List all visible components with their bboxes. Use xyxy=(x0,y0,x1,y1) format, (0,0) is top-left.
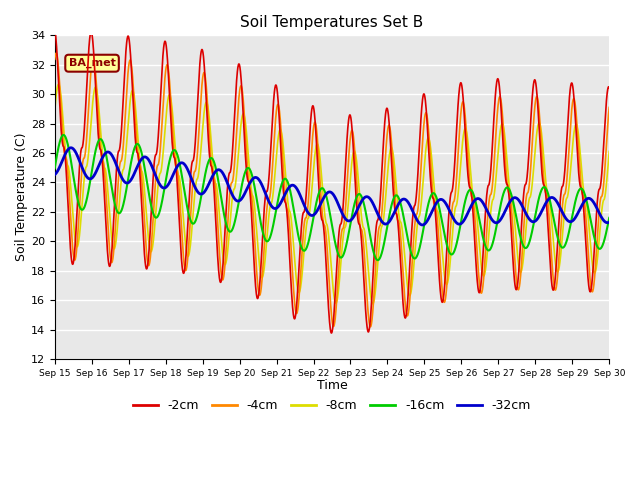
Legend: -2cm, -4cm, -8cm, -16cm, -32cm: -2cm, -4cm, -8cm, -16cm, -32cm xyxy=(128,395,536,418)
Y-axis label: Soil Temperature (C): Soil Temperature (C) xyxy=(15,133,28,262)
Title: Soil Temperatures Set B: Soil Temperatures Set B xyxy=(241,15,424,30)
Text: BA_met: BA_met xyxy=(68,58,115,68)
X-axis label: Time: Time xyxy=(317,379,348,392)
